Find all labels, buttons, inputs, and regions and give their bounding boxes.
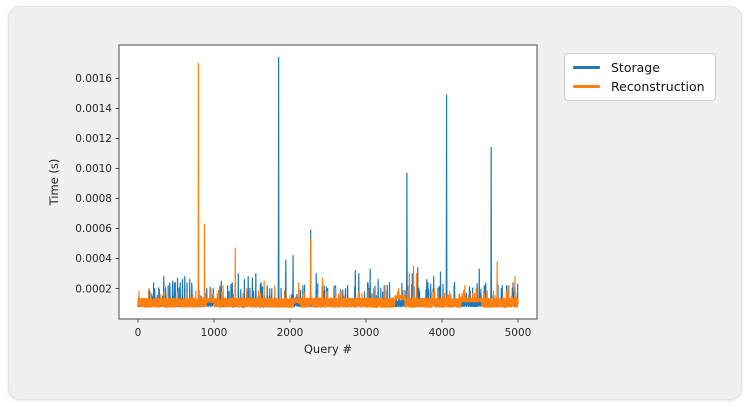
legend-label: Reconstruction <box>611 79 705 94</box>
y-axis-tick-label: 0.0008 <box>75 193 112 205</box>
y-axis-tick-label: 0.0012 <box>75 133 112 145</box>
legend-item-storage: Storage <box>573 60 705 75</box>
axes-frame <box>118 44 538 320</box>
y-axis: 0.0002 0.0004 0.0006 0.0008 0.0010 0.0012 0.00… <box>75 73 119 295</box>
series-lines <box>137 56 519 309</box>
y-axis-tick-label: 0.0006 <box>75 223 112 235</box>
y-axis-tick-label: 0.0014 <box>75 103 112 115</box>
legend: Storage Reconstruction <box>564 53 716 101</box>
x-axis-tick-label: 5000 <box>505 327 532 339</box>
plot-area <box>119 45 537 319</box>
x-axis-tick-label: 4000 <box>429 327 456 339</box>
series-reconstruction-line <box>137 62 519 309</box>
y-axis-label: Time (s) <box>47 158 61 206</box>
y-axis-tick-label: 0.0002 <box>75 283 112 295</box>
legend-swatch-storage <box>573 66 600 69</box>
legend-swatch-reconstruction <box>573 85 600 88</box>
y-axis-tick-label: 0.0010 <box>75 163 112 175</box>
x-axis-tick-label: 0 <box>135 327 142 339</box>
x-axis-label: Query # <box>303 342 353 356</box>
x-axis-tick-label: 2000 <box>277 327 304 339</box>
y-axis-tick-label: 0.0004 <box>75 253 112 265</box>
x-axis-tick-label: 1000 <box>201 327 228 339</box>
x-axis: 0 1000 2000 3000 4000 5000 <box>135 319 532 339</box>
x-axis-tick-label: 3000 <box>353 327 380 339</box>
legend-label: Storage <box>611 60 660 75</box>
y-axis-tick-label: 0.0016 <box>75 73 112 85</box>
legend-item-reconstruction: Reconstruction <box>573 79 705 94</box>
